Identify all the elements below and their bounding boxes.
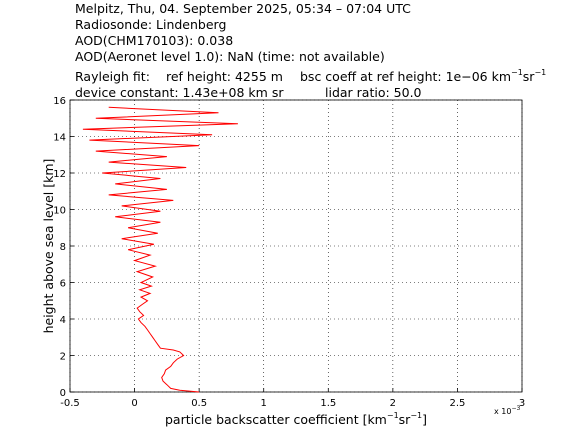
x-label-sup: −1: [410, 411, 422, 420]
rayleigh-text: sr: [523, 69, 536, 84]
y-tick-label: 8: [60, 242, 66, 253]
x-tick-label: 2.5: [449, 398, 465, 409]
x-tick-label: 1.5: [320, 398, 336, 409]
y-tick-label: 2: [60, 352, 66, 363]
x-label-text: ]: [422, 412, 427, 427]
y-tick-label: 4: [60, 315, 66, 326]
header-line: Radiosonde: Lindenberg: [75, 17, 226, 32]
x-label-sup: −1: [387, 411, 399, 420]
profile-line: [82, 106, 238, 393]
x-tick-label: -0.5: [60, 398, 80, 409]
x-label-text: sr: [399, 412, 412, 427]
header-line: AOD(CHM170103): 0.038: [75, 33, 233, 48]
x-tick-label: 0.5: [191, 398, 207, 409]
rayleigh-text: Rayleigh fit:: [75, 69, 150, 84]
multiplier-sup: −3: [511, 405, 520, 412]
rayleigh-text: ref height: 4255 m: [166, 69, 283, 84]
axes-frame: [69, 99, 523, 393]
rayleigh-sup: −1: [534, 68, 546, 77]
device-text: lidar ratio: 50.0: [325, 85, 422, 100]
y-tick-label: 14: [53, 133, 66, 144]
y-tick-label: 16: [53, 96, 66, 107]
header-line: AOD(Aeronet level 1.0): NaN (time: not a…: [75, 49, 385, 64]
y-tick-label: 0: [60, 388, 66, 399]
x-tick-label: 3: [519, 398, 525, 409]
y-tick-label: 12: [53, 169, 66, 180]
y-tick-label: 6: [60, 279, 66, 290]
x-tick-label: 2: [390, 398, 396, 409]
x-multiplier: x 10−3: [494, 405, 520, 416]
device-text: device constant: 1.43e+08 km sr: [75, 85, 284, 100]
rayleigh-line: Rayleigh fit: ref height: 4255 m bsc coeff…: [75, 68, 546, 84]
device-line: device constant: 1.43e+08 km sr lidar rat…: [75, 85, 422, 100]
x-axis-label: particle backscatter coefficient [km−1sr…: [165, 411, 427, 427]
x-tick-label: 0: [131, 398, 137, 409]
rayleigh-sup: −1: [511, 68, 523, 77]
x-tick-label: 1: [261, 398, 267, 409]
x-label-text: particle backscatter coefficient [km: [165, 412, 387, 427]
multiplier-text: x 10: [494, 407, 511, 416]
y-tick-label: 10: [53, 206, 66, 217]
header-line: Melpitz, Thu, 04. September 2025, 05:34 …: [75, 1, 411, 16]
y-axis-label: height above sea level [km]: [41, 159, 56, 334]
rayleigh-text: bsc coeff at ref height: 1e−06 km: [300, 69, 511, 84]
